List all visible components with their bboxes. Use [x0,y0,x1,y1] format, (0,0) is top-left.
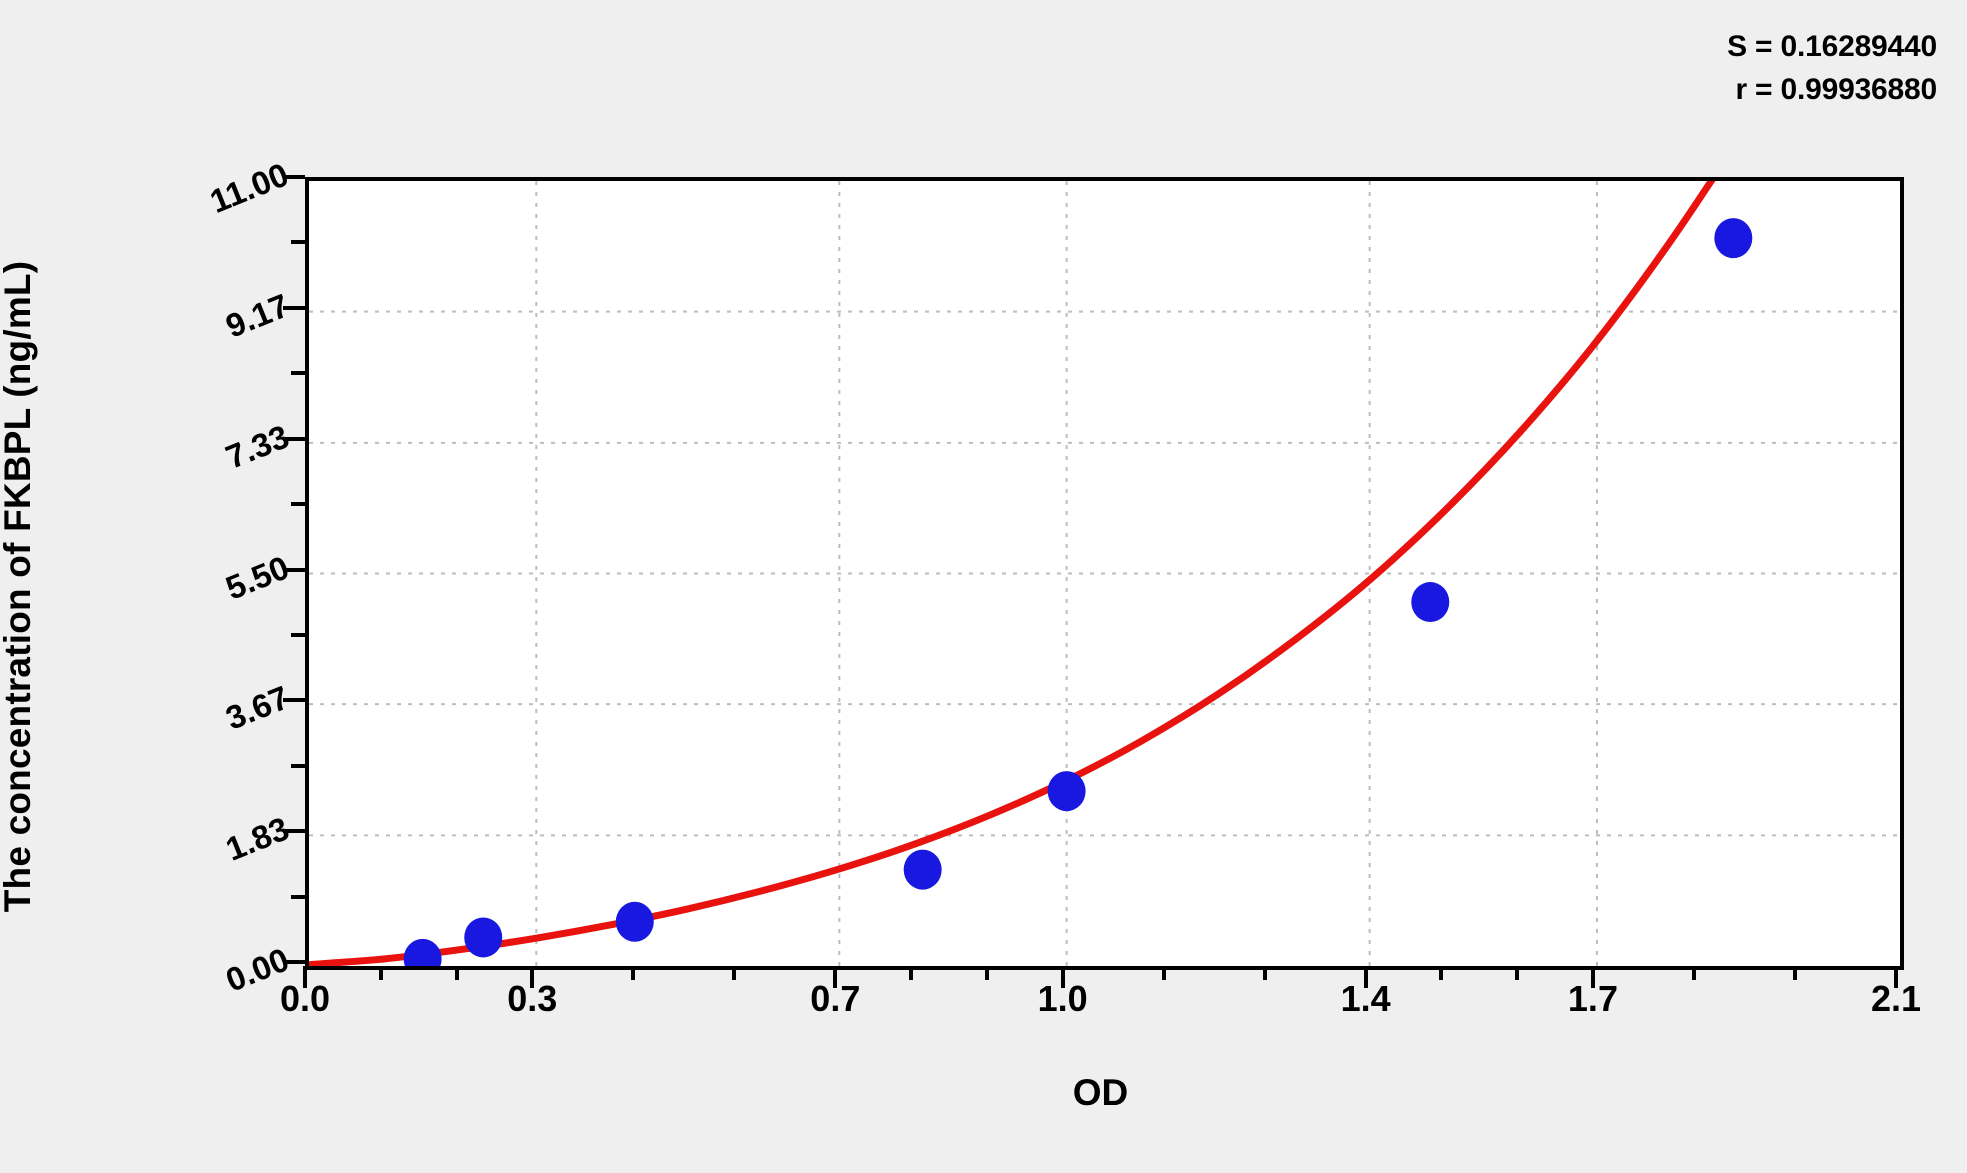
y-axis-title: The concentration of FKBPL (ng/mL) [0,0,86,1173]
y-tick-mark [283,567,305,572]
y-tick-mark [283,960,305,964]
x-axis-title: OD [1072,1072,1129,1113]
x-tick-mark [530,966,535,988]
x-tick-mark-minor [631,966,636,980]
x-tick-mark-minor [378,966,383,980]
x-tick-mark [303,966,307,988]
y-tick-mark-minor [291,763,305,768]
x-tick-label: 2.1 [1870,978,1922,1019]
data-points [403,218,1753,966]
x-tick-mark-minor [1792,966,1797,980]
data-point [1047,771,1086,812]
data-point [1411,582,1450,623]
fitted-curve [309,181,1716,966]
stat-s-value: S = 0.16289440 [1727,30,1937,63]
x-tick-mark-minor [1262,966,1267,980]
x-tick-mark-minor [909,966,914,980]
y-axis-title-text: The concentration of FKBPL (ng/mL) [0,260,38,913]
y-tick-mark [283,698,305,703]
x-tick-label: 1.0 [1037,978,1088,1019]
data-point [903,849,942,890]
fit-statistics: S = 0.16289440 r = 0.99936880 [1727,26,1937,111]
y-tick-label: 11.00 [204,155,294,220]
y-tick-mark [283,436,305,441]
x-tick-label: 0.0 [279,978,331,1019]
x-tick-mark [1590,966,1595,988]
data-point [403,938,442,966]
x-tick-mark-minor [1691,966,1696,980]
y-tick-mark [283,829,305,834]
x-tick-mark-minor [1515,966,1520,980]
x-tick-mark-minor [984,966,989,980]
plot-canvas [309,181,1900,966]
x-tick-label: 0.3 [507,978,558,1019]
y-tick-mark-minor [291,371,305,376]
x-tick-mark-minor [1439,966,1444,980]
x-tick-label: 0.7 [810,978,861,1019]
y-tick-mark [283,175,305,179]
plot-area [305,177,1904,970]
x-tick-mark [1060,966,1065,988]
x-tick-mark-minor [454,966,459,980]
data-point [464,917,503,958]
y-tick-mark-minor [291,894,305,899]
x-tick-mark-minor [732,966,737,980]
stat-r-value: r = 0.99936880 [1735,72,1937,106]
x-tick-label: 1.4 [1340,978,1391,1019]
y-tick-label: 5.50 [220,547,294,607]
y-tick-mark-minor [291,240,305,245]
x-tick-mark [1363,966,1368,988]
data-point [615,901,654,942]
y-tick-label: 3.67 [220,678,294,737]
y-tick-mark [283,305,305,310]
data-point [1714,218,1753,259]
y-tick-label: 7.33 [220,417,294,476]
x-tick-mark-minor [1161,966,1166,980]
gridlines [309,181,1900,966]
x-tick-mark [833,966,838,988]
y-tick-mark-minor [291,632,305,637]
y-tick-mark-minor [291,502,305,507]
y-tick-label: 1.83 [220,809,294,869]
x-tick-mark [1894,966,1898,988]
y-tick-label: 9.17 [220,285,294,345]
x-tick-label: 1.7 [1567,978,1618,1019]
